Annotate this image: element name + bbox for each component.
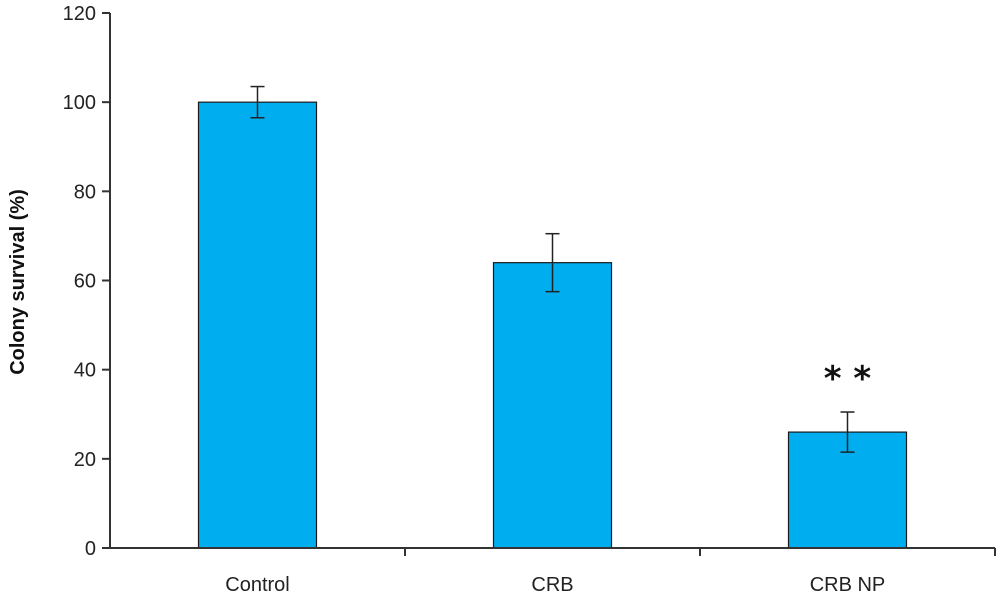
y-tick-label: 20	[74, 449, 96, 471]
x-tick-label: CRB NP	[810, 574, 886, 596]
y-tick-label: 60	[74, 271, 96, 293]
y-tick-label: 100	[63, 92, 96, 114]
bars	[197, 101, 908, 549]
y-axis-title: Colony survival (%)	[7, 189, 29, 375]
x-tick-label: CRB	[531, 574, 573, 596]
y-tick-label: 0	[85, 538, 96, 560]
x-axis-ticks: Control CRB CRB NP	[225, 548, 996, 596]
y-tick-label: 40	[74, 360, 96, 382]
y-tick-label: 120	[63, 3, 96, 25]
annotations: * *	[824, 359, 872, 399]
bar	[492, 262, 613, 549]
x-tick-label: Control	[225, 574, 289, 596]
y-axis-ticks: 0 20 40 60 80 100 120	[63, 3, 110, 560]
y-tick-label: 80	[74, 181, 96, 203]
bar	[197, 101, 318, 549]
error-bars	[250, 85, 855, 453]
significance-marker: * *	[824, 359, 872, 399]
